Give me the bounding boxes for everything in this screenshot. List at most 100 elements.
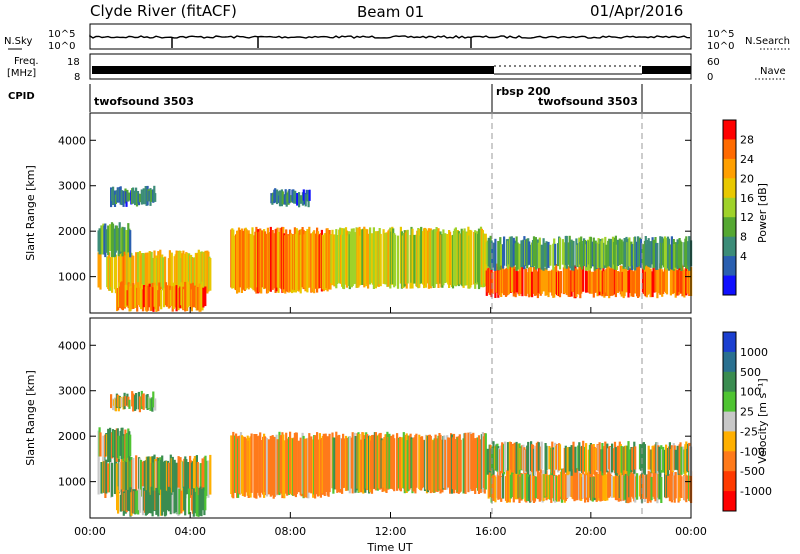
power-cell-7-187 <box>665 268 669 295</box>
velocity-cell-5-153 <box>477 435 481 494</box>
velocity-cell-7-82 <box>564 445 567 473</box>
power-cell-7-37 <box>521 266 524 297</box>
velocity-cell-7-196 <box>674 449 677 470</box>
power-cell-0-116 <box>209 258 212 291</box>
power-cell-1-8 <box>105 229 108 253</box>
power-cell-8-170 <box>649 241 652 268</box>
cbar-tick-5: -100 <box>740 445 765 458</box>
velocity-cell-5-160 <box>484 433 487 490</box>
power-cell-0-36 <box>132 255 135 293</box>
cbar-seg-1 <box>723 139 736 160</box>
power-cell-8-192 <box>670 236 673 270</box>
power-ytick-label-2: 3000 <box>58 180 86 193</box>
velocity-cell-6-132 <box>612 476 616 498</box>
velocity-cell-7-76 <box>558 444 562 470</box>
velocity-cell-0-116 <box>209 454 212 495</box>
velocity-cell-4-76 <box>303 438 306 498</box>
cbar-seg-6 <box>723 236 736 257</box>
velocity-cell-7-186 <box>665 444 668 475</box>
velocity-cell-7-86 <box>568 446 571 472</box>
cbar-seg-6 <box>723 451 736 472</box>
power-cell-3-19 <box>128 192 131 201</box>
velocity-cell-6-196 <box>674 472 677 499</box>
velocity-cell-6-143 <box>623 470 626 500</box>
velocity-cell-6-202 <box>680 476 683 498</box>
freq-tick-bottom: 8 <box>74 72 80 83</box>
velocity-cell-6-127 <box>608 473 611 498</box>
velocity-cell-4-55 <box>283 440 286 499</box>
power-cell-0-0 <box>97 252 100 288</box>
cbar-seg-5 <box>723 217 736 238</box>
velocity-cell-7-164 <box>643 444 646 475</box>
nsky-tick-top: 10^5 <box>48 29 75 40</box>
power-cells <box>97 185 693 312</box>
velocity-cell-2-76 <box>187 488 191 515</box>
power-cell-6-98 <box>424 228 428 288</box>
power-cell-3-13 <box>122 190 125 207</box>
velocity-cell-5-139 <box>464 432 467 494</box>
power-cell-6-54 <box>382 229 385 284</box>
power-cell-7-59 <box>542 269 545 292</box>
power-cell-7-203 <box>681 265 684 297</box>
power-cell-8-79 <box>561 239 564 265</box>
velocity-cell-3-34 <box>142 393 145 410</box>
velocity-cell-1-2 <box>99 432 102 457</box>
velocity-cell-2-72 <box>184 488 187 516</box>
power-cell-0-69 <box>164 256 167 292</box>
velocity-cell-0-100 <box>193 456 196 497</box>
power-cell-0-46 <box>141 253 144 289</box>
power-cell-1-1 <box>98 228 101 255</box>
power-cell-8-173 <box>652 239 655 269</box>
power-cell-6-69 <box>396 235 400 289</box>
power-cell-7-158 <box>638 266 641 297</box>
velocity-cell-7-92 <box>574 446 577 473</box>
velocity-cell-2-44 <box>157 493 160 517</box>
velocity-cell-0-111 <box>204 455 207 499</box>
velocity-cell-5-103 <box>429 435 432 494</box>
velocity-cell-0-114 <box>207 460 210 498</box>
power-cell-6-38 <box>367 233 370 289</box>
power-cell-6-1 <box>331 229 334 286</box>
power-cell-1-33 <box>129 230 132 258</box>
xtick-label-4: 16:00 <box>475 525 507 538</box>
cbar-tick-4: 12 <box>740 211 754 224</box>
power-cell-8-129 <box>610 238 613 268</box>
velocity-cell-3-26 <box>135 393 138 410</box>
velocity-cell-0-3 <box>100 462 103 494</box>
velocity-cell-3-0 <box>110 394 113 409</box>
velocity-cell-7-168 <box>647 445 650 470</box>
velocity-cell-5-3 <box>333 437 336 490</box>
nave-tick-top: 60 <box>707 57 720 68</box>
velocity-cell-1-21 <box>117 435 120 459</box>
power-cell-8-138 <box>618 238 621 266</box>
power-cell-8-18 <box>503 236 506 266</box>
power-cell-0-51 <box>146 252 149 289</box>
velocity-cell-6-150 <box>630 471 633 497</box>
velocity-cell-0-44 <box>139 459 143 497</box>
power-cell-8-120 <box>601 238 604 269</box>
power-cell-2-20 <box>134 284 137 308</box>
velocity-cell-3-30 <box>138 396 141 413</box>
power-cell-7-177 <box>656 265 659 299</box>
power-cell-7-70 <box>553 266 556 298</box>
nsky-rtick-bottom: 10^0 <box>707 41 734 52</box>
freq-bar-right <box>642 66 691 74</box>
power-cell-2-18 <box>132 283 135 309</box>
cpid-seg-3: twofsound 3503 <box>538 95 638 108</box>
power-cell-4-100 <box>326 228 329 292</box>
velocity-yticks: 1000 2000 3000 4000 <box>58 339 691 489</box>
power-cell-8-124 <box>605 244 608 268</box>
power-colorbar: 28 24 20 16 12 8 4 <box>722 119 754 296</box>
cbar-tick-2: 20 <box>740 172 754 185</box>
power-cell-6-111 <box>437 228 440 288</box>
velocity-cell-2-84 <box>195 486 198 517</box>
velocity-cell-6-64 <box>547 474 550 500</box>
velocity-cell-4-2 <box>232 431 235 499</box>
velocity-cell-2-66 <box>178 488 181 515</box>
power-cell-4-32 <box>261 230 264 288</box>
velocity-cell-4-12 <box>241 436 244 496</box>
velocity-cell-5-94 <box>421 436 424 489</box>
cbar-seg-1 <box>723 351 736 373</box>
power-cell-7-170 <box>649 268 652 298</box>
cbar-seg-7 <box>723 471 736 492</box>
